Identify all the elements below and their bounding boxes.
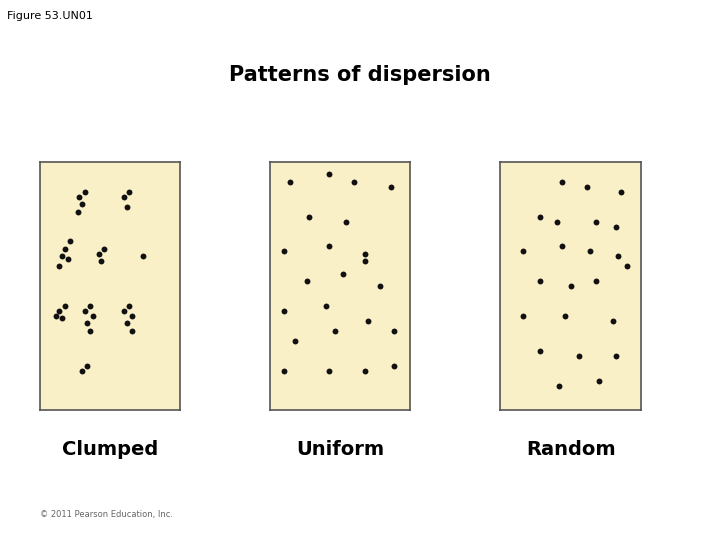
Point [534, 277, 546, 286]
Point [76, 200, 88, 208]
Point [81, 361, 93, 370]
Text: © 2011 Pearson Education, Inc.: © 2011 Pearson Education, Inc. [40, 510, 173, 519]
Point [127, 327, 138, 335]
Point [124, 302, 135, 310]
Point [551, 217, 562, 226]
Point [124, 187, 135, 196]
Point [388, 327, 400, 335]
Point [564, 282, 576, 291]
Point [59, 245, 71, 253]
Point [72, 207, 84, 216]
Point [610, 352, 621, 360]
Point [554, 381, 565, 390]
Point [360, 249, 372, 258]
Point [118, 192, 130, 201]
Point [73, 192, 85, 201]
Point [517, 312, 528, 320]
Point [517, 247, 528, 256]
Point [616, 187, 627, 196]
Point [289, 336, 301, 345]
Point [53, 262, 65, 271]
Point [621, 262, 633, 271]
Point [56, 314, 68, 323]
Point [534, 347, 546, 355]
Point [87, 312, 99, 320]
Point [582, 183, 593, 191]
Point [121, 202, 132, 211]
Text: Random: Random [526, 440, 616, 459]
Point [304, 212, 315, 221]
Point [559, 312, 571, 320]
Text: Uniform: Uniform [296, 440, 384, 459]
Point [301, 277, 312, 286]
Text: Clumped: Clumped [62, 440, 158, 459]
Point [65, 237, 76, 246]
Text: Patterns of dispersion: Patterns of dispersion [229, 65, 491, 85]
Point [96, 257, 107, 266]
Text: Figure 53.UN01: Figure 53.UN01 [7, 11, 93, 21]
Point [363, 316, 374, 325]
Point [340, 217, 351, 226]
Point [613, 252, 624, 261]
Point [323, 242, 335, 251]
Point [607, 316, 618, 325]
Point [78, 187, 90, 196]
Point [534, 212, 546, 221]
Point [348, 178, 360, 186]
Point [99, 245, 110, 253]
Point [585, 247, 596, 256]
Point [360, 366, 372, 375]
Point [278, 366, 289, 375]
Point [590, 277, 602, 286]
Point [81, 319, 93, 328]
Point [121, 319, 132, 328]
Point [593, 376, 605, 385]
Point [284, 178, 295, 186]
Point [388, 361, 400, 370]
Point [127, 312, 138, 320]
Point [590, 217, 602, 226]
Point [337, 269, 348, 278]
Point [323, 366, 335, 375]
Point [278, 307, 289, 315]
Point [557, 178, 568, 186]
Point [84, 302, 96, 310]
Point [93, 249, 104, 258]
Point [323, 170, 335, 179]
Point [78, 307, 90, 315]
Point [59, 302, 71, 310]
Point [76, 366, 88, 375]
Point [62, 254, 73, 263]
Point [138, 252, 149, 261]
Point [573, 352, 585, 360]
Point [360, 257, 372, 266]
Point [84, 327, 96, 335]
Point [329, 327, 341, 335]
Point [374, 282, 385, 291]
Point [385, 183, 397, 191]
Point [557, 242, 568, 251]
Point [320, 302, 332, 310]
Point [53, 307, 65, 315]
Point [278, 247, 289, 256]
Point [50, 312, 62, 320]
Point [56, 252, 68, 261]
Point [610, 222, 621, 231]
Point [118, 307, 130, 315]
